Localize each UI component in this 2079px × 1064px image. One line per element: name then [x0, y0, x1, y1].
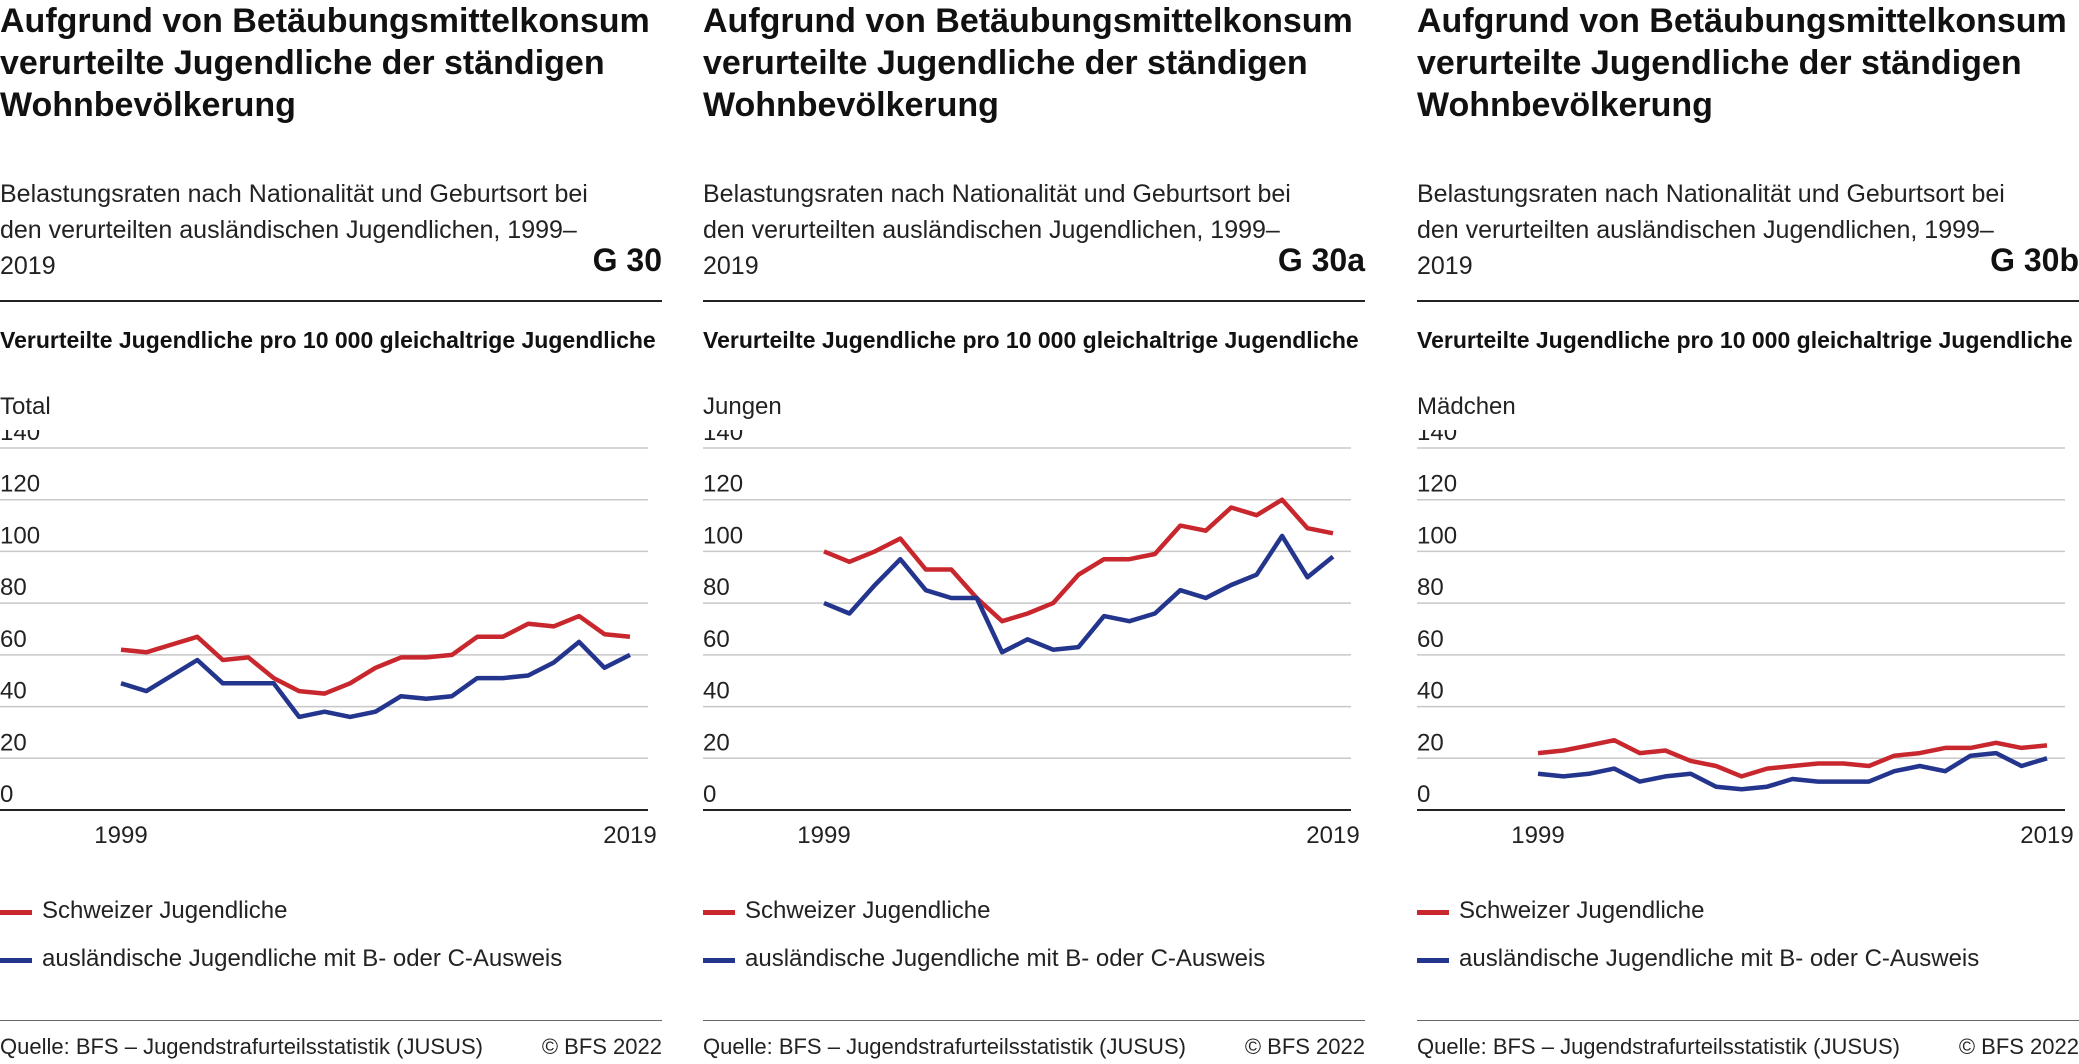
y-tick-label: 0	[0, 781, 13, 808]
y-tick-label: 80	[703, 574, 730, 601]
legend-label-swiss: Schweizer Jugendliche	[745, 897, 991, 924]
footer-rule	[1417, 1020, 2079, 1021]
footer-rule	[703, 1020, 1365, 1021]
legend-label-swiss: Schweizer Jugendliche	[1459, 897, 1705, 924]
chart-title: Aufgrund von Betäubungsmittelkonsum veru…	[703, 2, 1353, 124]
legend-label-foreign: ausländische Jugendliche mit B- oder C-A…	[745, 945, 1266, 972]
footer-rule	[0, 1020, 662, 1021]
y-tick-label: 80	[1417, 574, 1444, 601]
y-tick-label: 40	[1417, 678, 1444, 705]
copyright-note: © BFS 2022	[541, 1034, 662, 1059]
legend-swatch-swiss	[703, 910, 735, 915]
x-tick-label: 1999	[797, 822, 850, 849]
header-rule	[703, 300, 1365, 302]
chart-title: Aufgrund von Betäubungsmittelkonsum veru…	[1417, 2, 2067, 124]
y-tick-label: 0	[1417, 781, 1430, 808]
legend-label-foreign: ausländische Jugendliche mit B- oder C-A…	[42, 945, 563, 972]
line-chart: 0 20 40 60 80 100 120 140 1999 2019	[0, 430, 657, 849]
series-line-swiss	[120, 613, 631, 696]
y-tick-label: 140	[0, 430, 40, 446]
y-tick-label: 100	[703, 522, 743, 549]
source-note: Quelle: BFS – Jugendstrafurteilsstatisti…	[703, 1034, 1186, 1059]
legend-swatch-foreign	[703, 958, 735, 963]
chart-subtitle: Belastungsraten nach Nationalität und Ge…	[1417, 180, 2005, 280]
legend-swatch-foreign	[1417, 958, 1449, 963]
figure-id: G 30a	[1277, 242, 1365, 278]
y-tick-label: 80	[0, 574, 27, 601]
y-tick-label: 120	[1417, 471, 1457, 498]
x-tick-label: 1999	[94, 822, 147, 849]
y-tick-label: 20	[1417, 729, 1444, 756]
copyright-note: © BFS 2022	[1958, 1034, 2079, 1059]
y-tick-label: 20	[0, 729, 27, 756]
y-tick-label: 100	[0, 522, 40, 549]
legend-label-swiss: Schweizer Jugendliche	[42, 897, 288, 924]
header-rule	[1417, 300, 2079, 302]
population-group-label: Total	[0, 393, 51, 420]
chart-panel-boys: Aufgrund von Betäubungsmittelkonsum veru…	[703, 0, 1365, 1064]
y-axis-unit-label: Verurteilte Jugendliche pro 10 000 gleic…	[703, 327, 1359, 353]
y-axis-unit-label: Verurteilte Jugendliche pro 10 000 gleic…	[1417, 327, 2073, 353]
x-tick-label: 2019	[2020, 822, 2073, 849]
series-line-swiss	[823, 497, 1334, 624]
line-chart: 0 20 40 60 80 100 120 140 1999 2019	[703, 430, 1360, 849]
legend-label-foreign: ausländische Jugendliche mit B- oder C-A…	[1459, 945, 1980, 972]
series-line-swiss	[1537, 737, 2048, 779]
header-rule	[0, 300, 662, 302]
chart-panel-girls: Aufgrund von Betäubungsmittelkonsum veru…	[1417, 0, 2079, 1064]
chart-subtitle: Belastungsraten nach Nationalität und Ge…	[703, 180, 1291, 280]
y-tick-label: 0	[703, 781, 716, 808]
x-tick-label: 2019	[603, 822, 656, 849]
y-tick-label: 60	[0, 626, 27, 653]
y-tick-label: 100	[1417, 522, 1457, 549]
y-axis-unit-label: Verurteilte Jugendliche pro 10 000 gleic…	[0, 327, 656, 353]
line-chart: 0 20 40 60 80 100 120 140 1999 2019	[1417, 430, 2074, 849]
y-tick-label: 60	[1417, 626, 1444, 653]
y-tick-label: 140	[1417, 430, 1457, 446]
figure-id: G 30b	[1990, 242, 2079, 278]
legend-swatch-swiss	[1417, 910, 1449, 915]
series-line-foreign	[1537, 750, 2048, 792]
x-tick-label: 1999	[1511, 822, 1564, 849]
x-tick-label: 2019	[1306, 822, 1359, 849]
y-tick-label: 20	[703, 729, 730, 756]
y-tick-label: 60	[703, 626, 730, 653]
y-tick-label: 40	[0, 678, 27, 705]
y-tick-label: 140	[703, 430, 743, 446]
legend-swatch-foreign	[0, 958, 32, 963]
chart-title: Aufgrund von Betäubungsmittelkonsum veru…	[0, 2, 650, 124]
chart-subtitle: Belastungsraten nach Nationalität und Ge…	[0, 180, 588, 280]
y-tick-label: 120	[703, 471, 743, 498]
source-note: Quelle: BFS – Jugendstrafurteilsstatisti…	[1417, 1034, 1900, 1059]
y-tick-label: 120	[0, 471, 40, 498]
figure-id: G 30	[592, 242, 662, 278]
series-line-foreign	[120, 639, 632, 720]
chart-panel-total: Aufgrund von Betäubungsmittelkonsum veru…	[0, 0, 662, 1064]
copyright-note: © BFS 2022	[1244, 1034, 1365, 1059]
source-note: Quelle: BFS – Jugendstrafurteilsstatisti…	[0, 1034, 483, 1059]
legend-swatch-swiss	[0, 910, 32, 915]
series-line-foreign	[823, 533, 1335, 655]
population-group-label: Jungen	[703, 393, 782, 420]
population-group-label: Mädchen	[1417, 393, 1516, 420]
y-tick-label: 40	[703, 678, 730, 705]
